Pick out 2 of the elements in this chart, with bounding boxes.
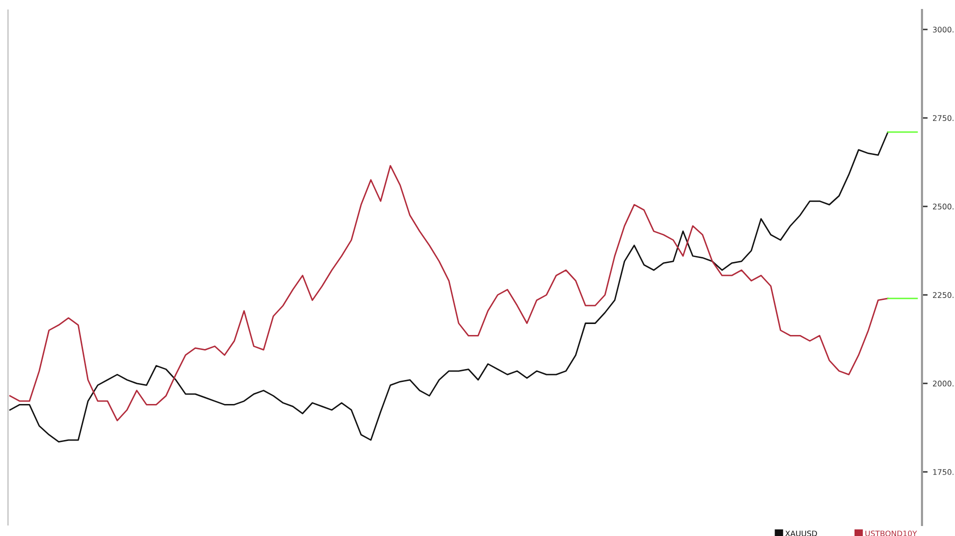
line-series: [9, 131, 889, 443]
line-series: [9, 165, 889, 422]
